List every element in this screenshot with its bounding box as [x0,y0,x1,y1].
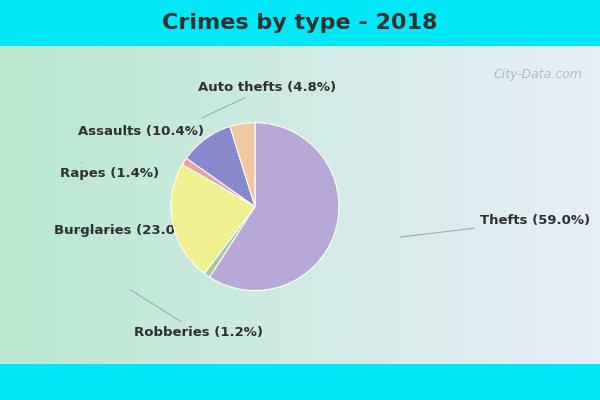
Text: Crimes by type - 2018: Crimes by type - 2018 [162,13,438,33]
Text: Burglaries (23.0%): Burglaries (23.0%) [54,224,194,237]
Wedge shape [182,158,255,206]
Wedge shape [187,126,255,206]
Text: Assaults (10.4%): Assaults (10.4%) [78,125,204,138]
Text: City-Data.com: City-Data.com [493,68,582,81]
Text: Rapes (1.4%): Rapes (1.4%) [60,163,159,180]
Text: Auto thefts (4.8%): Auto thefts (4.8%) [198,81,336,118]
Wedge shape [230,123,255,206]
Wedge shape [209,123,339,290]
Text: Robberies (1.2%): Robberies (1.2%) [130,290,263,339]
Text: Thefts (59.0%): Thefts (59.0%) [400,214,590,237]
Wedge shape [171,164,255,274]
Wedge shape [204,206,255,277]
